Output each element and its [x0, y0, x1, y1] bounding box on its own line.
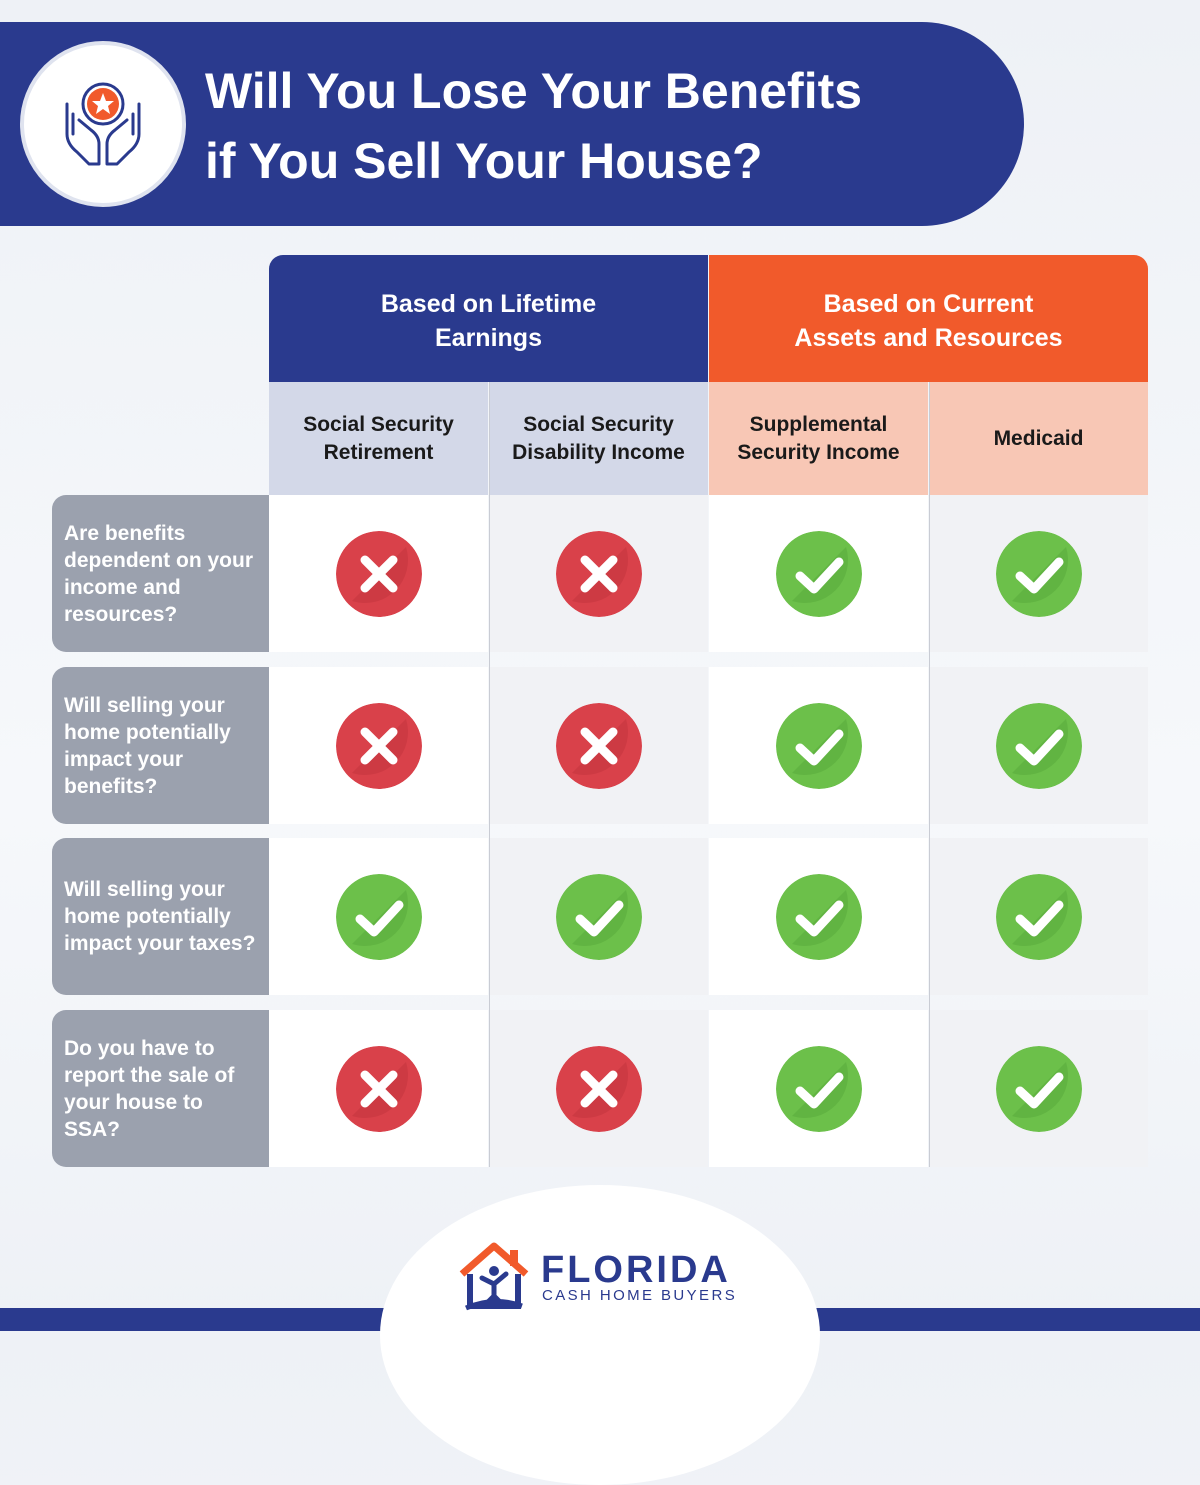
column-header-medicaid: Medicaid: [929, 382, 1148, 495]
group-label-line-2: Earnings: [435, 323, 542, 352]
row-question: Will selling your home potentially impac…: [52, 667, 269, 824]
page-title: Will You Lose Your Benefits if You Sell …: [205, 56, 862, 196]
table-cell: [269, 1010, 488, 1167]
group-label-line-1: Based on Lifetime: [380, 289, 597, 318]
check-icon: [995, 873, 1082, 960]
column-label-line-2: Disability Income: [512, 440, 685, 464]
column-label-line-1: Social Security: [303, 412, 454, 436]
table-cell: [269, 838, 488, 995]
table-cell: [709, 667, 928, 824]
group-header-current-assets: Based on Current Assets and Resources: [709, 255, 1148, 382]
check-icon: [775, 702, 862, 789]
cross-icon: [335, 530, 422, 617]
column-label-line-1: Supplemental: [749, 412, 888, 436]
table-cell: [709, 495, 928, 652]
table-cell: [269, 495, 488, 652]
check-icon: [995, 702, 1082, 789]
column-divider: [489, 382, 490, 1167]
row-question-text: Will selling your home potentially impac…: [64, 693, 231, 798]
cross-icon: [555, 702, 642, 789]
check-icon: [775, 530, 862, 617]
column-header-ssi: Supplemental Security Income: [709, 382, 928, 495]
table-cell: [929, 1010, 1148, 1167]
row-question-text: Will selling your home potentially impac…: [64, 878, 256, 955]
row-question: Do you have to report the sale of your h…: [52, 1010, 269, 1167]
table-cell: [709, 1010, 928, 1167]
logo-name: FLORIDA: [541, 1249, 731, 1291]
table-cell: [489, 838, 708, 995]
column-label-line-2: Security Income: [737, 440, 900, 464]
table-cell: [489, 1010, 708, 1167]
cross-icon: [335, 702, 422, 789]
table-cell: [929, 838, 1148, 995]
title-line-2: if You Sell Your House?: [205, 133, 763, 189]
check-icon: [335, 873, 422, 960]
table-cell: [709, 838, 928, 995]
check-icon: [995, 530, 1082, 617]
table-cell: [929, 495, 1148, 652]
column-label-line-1: Social Security: [523, 412, 674, 436]
cross-icon: [555, 1045, 642, 1132]
column-header-ss-retirement: Social Security Retirement: [269, 382, 488, 495]
table-cell: [269, 667, 488, 824]
logo-tagline: CASH HOME BUYERS: [542, 1287, 738, 1304]
check-icon: [995, 1045, 1082, 1132]
row-question: Will selling your home potentially impac…: [52, 838, 269, 995]
group-header-lifetime-earnings: Based on Lifetime Earnings: [269, 255, 708, 382]
row-question: Are benefits dependent on your income an…: [52, 495, 269, 652]
group-label-line-1: Based on Current: [823, 289, 1034, 318]
column-label-line-2: Retirement: [323, 440, 434, 464]
row-question-text: Are benefits dependent on your income an…: [64, 521, 253, 626]
table-cell: [489, 667, 708, 824]
table-cell: [489, 495, 708, 652]
check-icon: [555, 873, 642, 960]
hands-star-icon: [65, 82, 141, 166]
column-divider: [929, 382, 930, 1167]
table-cell: [929, 667, 1148, 824]
header-badge: [20, 41, 186, 207]
footer-arc: [380, 1185, 820, 1485]
row-question-text: Do you have to report the sale of your h…: [64, 1036, 235, 1141]
title-line-1: Will You Lose Your Benefits: [205, 63, 863, 119]
house-logo-icon: [459, 1242, 529, 1311]
cross-icon: [555, 530, 642, 617]
check-icon: [775, 1045, 862, 1132]
check-icon: [775, 873, 862, 960]
column-label-line-1: Medicaid: [993, 426, 1084, 450]
group-label-line-2: Assets and Resources: [794, 323, 1063, 352]
column-header-ss-disability: Social Security Disability Income: [489, 382, 708, 495]
cross-icon: [335, 1045, 422, 1132]
